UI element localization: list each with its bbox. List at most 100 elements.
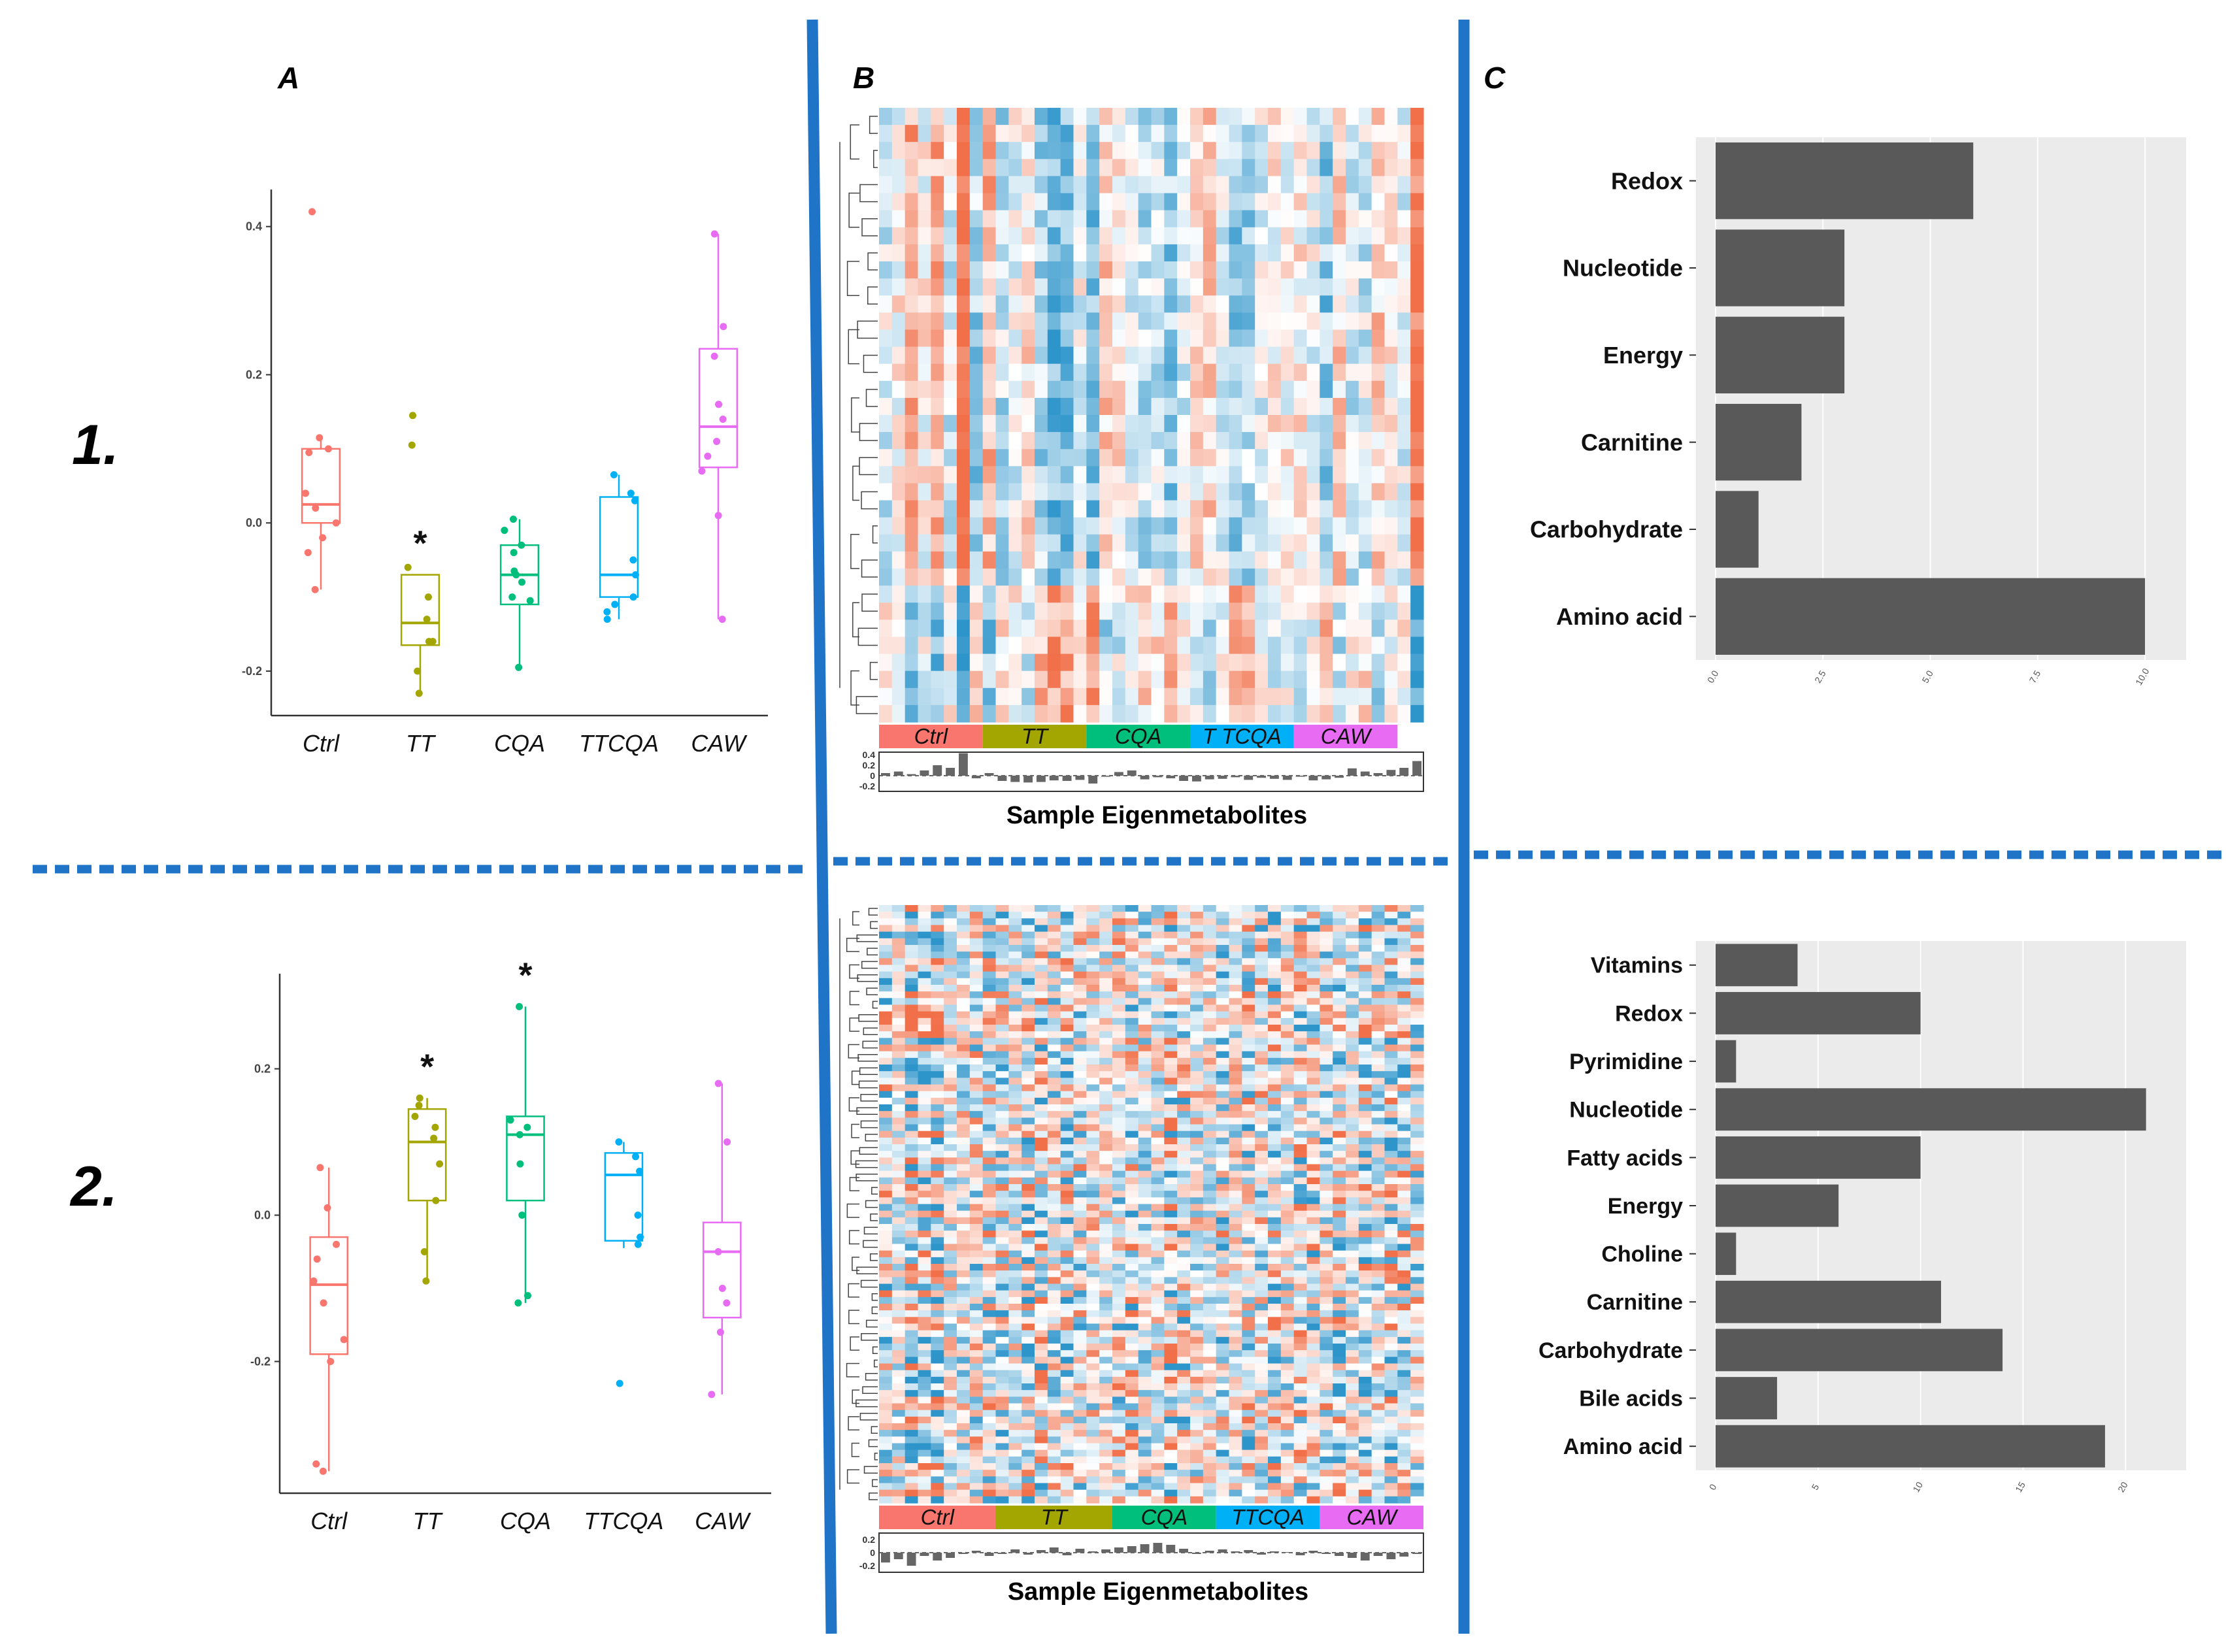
heatmap-cell xyxy=(1242,1336,1255,1344)
heatmap-cell xyxy=(1346,380,1359,399)
heatmap-cell xyxy=(1410,1297,1424,1304)
heatmap-cell xyxy=(1112,912,1126,919)
heatmap-cell xyxy=(879,965,893,972)
heatmap-cell xyxy=(1268,1370,1282,1378)
heatmap-cell xyxy=(1190,925,1204,933)
heatmap-cell xyxy=(1384,278,1398,296)
heatmap-cell xyxy=(1358,1164,1372,1172)
heatmap-cell xyxy=(1371,1071,1386,1078)
heatmap-cell xyxy=(1397,329,1411,348)
heatmap-cell xyxy=(1216,1330,1230,1338)
heatmap-cell xyxy=(1035,1217,1048,1225)
heatmap-cell xyxy=(1022,312,1035,331)
heatmap-cell xyxy=(1384,261,1398,279)
heatmap-cell xyxy=(1177,108,1191,125)
heatmap-cell xyxy=(931,1370,944,1378)
heatmap-cell xyxy=(1086,1164,1100,1172)
heatmap-cell xyxy=(1255,905,1269,912)
heatmap-cell xyxy=(1371,1144,1386,1151)
heatmap-cell xyxy=(1346,1117,1359,1125)
heatmap-cell xyxy=(1177,551,1191,569)
heatmap-cell xyxy=(1280,1104,1295,1112)
heatmap-cell xyxy=(1255,380,1269,399)
heatmap-cell xyxy=(1008,1390,1022,1397)
heatmap-cell xyxy=(1268,483,1282,501)
heatmap-cell xyxy=(891,905,906,912)
heatmap-cell xyxy=(1333,1217,1346,1225)
heatmap-cell xyxy=(944,1078,957,1085)
dendrogram-branch xyxy=(863,354,878,373)
heatmap-cell xyxy=(1073,1390,1087,1397)
heatmap-cell xyxy=(1320,1078,1333,1085)
heatmap-cell xyxy=(879,1084,893,1092)
heatmap-cell xyxy=(879,1097,893,1105)
heatmap-cell xyxy=(1306,397,1320,416)
heatmap-cell xyxy=(879,1131,893,1138)
heatmap-cell xyxy=(1346,363,1359,382)
heatmap-cell xyxy=(944,1297,957,1304)
heatmap-cell xyxy=(969,636,984,655)
heatmap-cell xyxy=(1242,1244,1255,1251)
heatmap-cell xyxy=(1255,1304,1269,1311)
heatmap-cell xyxy=(1268,1084,1282,1092)
heatmap-cell xyxy=(957,653,971,672)
heatmap-cell xyxy=(1384,1078,1398,1085)
heatmap-cell xyxy=(1306,1117,1320,1125)
heatmap-cell xyxy=(1190,1157,1204,1165)
heatmap-cell xyxy=(1397,1396,1411,1404)
heatmap-cell xyxy=(1371,965,1386,972)
heatmap-cell xyxy=(969,1057,984,1065)
heatmap-cell xyxy=(918,1376,931,1384)
heatmap-cell xyxy=(1216,938,1230,946)
heatmap-cell xyxy=(1280,1157,1295,1165)
heatmap-cell xyxy=(1073,1004,1087,1012)
heatmap-cell xyxy=(1255,1336,1269,1344)
heatmap-cell xyxy=(1151,1204,1165,1212)
heatmap-cell xyxy=(1306,1177,1320,1185)
heatmap-cell xyxy=(1190,1224,1204,1231)
heatmap-cell xyxy=(1099,586,1113,603)
heatmap-cell xyxy=(879,991,893,999)
heatmap-cell xyxy=(1125,1057,1139,1065)
heatmap-cell xyxy=(1060,1051,1074,1059)
heatmap-cell xyxy=(1306,1057,1320,1065)
heatmap-cell xyxy=(1384,210,1398,228)
heatmap-cell xyxy=(891,1044,906,1052)
heatmap-cell xyxy=(969,653,984,672)
heatmap-cell xyxy=(1112,1164,1126,1172)
heatmap-cell xyxy=(995,931,1009,939)
data-point xyxy=(408,441,416,449)
heatmap-cell xyxy=(1047,636,1061,655)
heatmap-cell xyxy=(1229,1144,1242,1151)
heatmap-cell xyxy=(1358,1051,1372,1059)
heatmap-cell xyxy=(1022,945,1035,952)
heatmap-cell xyxy=(1306,1323,1320,1331)
heatmap-cell xyxy=(905,397,919,416)
box-ttcqa xyxy=(599,471,639,623)
heatmap-cell xyxy=(1280,1197,1295,1205)
heatmap-cell xyxy=(1410,1310,1424,1317)
heatmap-cell xyxy=(905,1078,919,1085)
heatmap-cell xyxy=(1177,210,1191,228)
heatmap-cell xyxy=(1190,653,1204,672)
eigen-bar xyxy=(1062,776,1072,781)
heatmap-cell xyxy=(1229,1317,1242,1325)
heatmap-cell xyxy=(1203,1264,1217,1271)
heatmap-cell xyxy=(879,1336,893,1344)
heatmap-cell xyxy=(1268,1330,1282,1338)
heatmap-cell xyxy=(1358,1350,1372,1357)
heatmap-cell xyxy=(1164,415,1178,433)
heatmap-cell xyxy=(1125,925,1139,933)
heatmap-cell xyxy=(1164,1357,1178,1364)
heatmap-cell xyxy=(1073,670,1087,689)
heatmap-cell xyxy=(1190,1217,1204,1225)
heatmap-cell xyxy=(1255,971,1269,979)
heatmap-cell xyxy=(1060,1290,1074,1298)
heatmap-cell xyxy=(1216,1244,1230,1251)
heatmap-cell xyxy=(1255,534,1269,552)
heatmap-cell xyxy=(1216,1117,1230,1125)
heatmap-cell xyxy=(1177,991,1191,999)
heatmap-cell xyxy=(1346,142,1359,159)
heatmap-cell xyxy=(891,1004,906,1012)
heatmap-cell xyxy=(1229,125,1242,142)
